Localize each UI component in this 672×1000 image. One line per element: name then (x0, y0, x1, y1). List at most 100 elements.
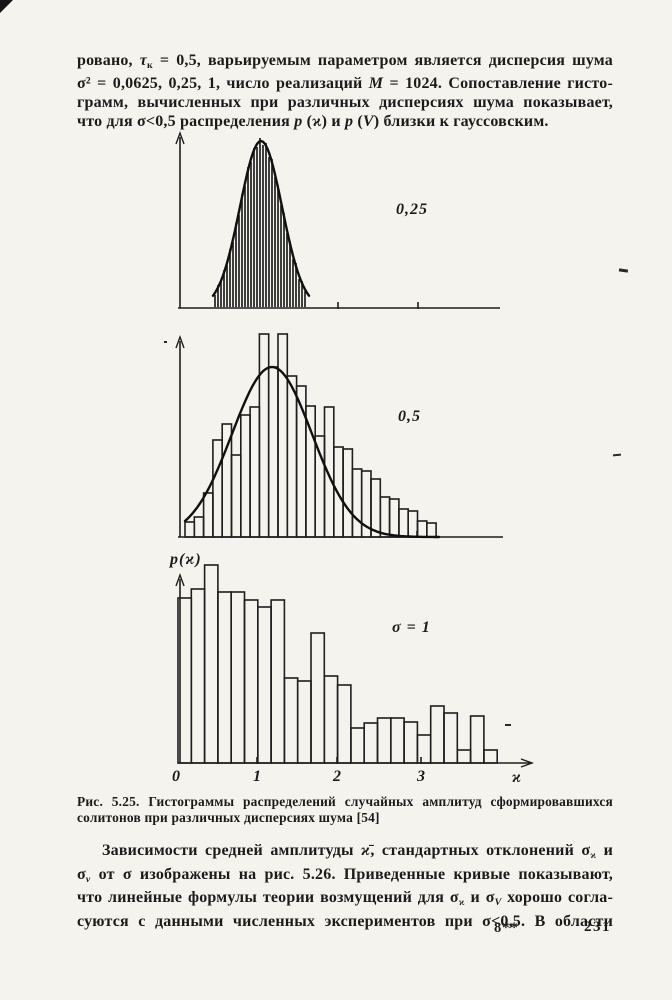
text-segment: σ (77, 865, 86, 883)
histogram-bar (258, 333, 270, 538)
histogram-panel-2: 0,5 (175, 333, 503, 539)
text-segment: V (362, 112, 374, 130)
text-line: суются с данными численных экспериментов… (77, 913, 613, 932)
histogram-bar (305, 405, 316, 538)
histogram-bar (323, 406, 335, 538)
histogram-bar (425, 522, 437, 538)
histogram-bar (376, 717, 392, 764)
text-segment: p (294, 112, 303, 130)
top-paragraph: ровано, τк = 0,5, варьируемым параметром… (77, 52, 613, 131)
histogram-bar (456, 749, 472, 764)
text-segment: Зависимости средней амплитуды (102, 842, 362, 859)
histogram-bar (212, 439, 223, 538)
histogram-bar (296, 680, 312, 764)
text-line: Зависимости средней амплитуды ϰ̄, станда… (77, 842, 613, 866)
text-segment: что линейные формулы теории возмущений д… (77, 889, 450, 907)
histogram-bar (310, 632, 326, 764)
x-axis-label: ϰ (512, 769, 521, 786)
text-segment: v (85, 873, 91, 885)
gaussian-curve (211, 139, 311, 297)
histogram-bar (202, 492, 214, 538)
text-segment: ϰ (458, 896, 465, 908)
histogram-bar (243, 599, 259, 764)
variance-label: 0,25 (396, 201, 428, 218)
text-segment: , стандартных отклонений (370, 842, 582, 859)
histogram-bar (184, 521, 196, 538)
histogram-bar (443, 712, 459, 764)
text-line: ровано, τк = 0,5, варьируемым параметром… (77, 52, 613, 75)
histogram-bar (388, 498, 400, 538)
text-segment: и (596, 842, 614, 859)
text-segment: грамм, вычисленных при различных дисперс… (77, 93, 613, 111)
histogram-bar (469, 715, 485, 764)
scan-artifact (0, 0, 13, 13)
figure-caption: Рис. 5.25. Гистограммы распределений слу… (77, 794, 613, 827)
text-line: σv от σ изображены на рис. 5.26. Приведе… (77, 866, 613, 890)
x-tick-label: 0 (172, 768, 180, 785)
histogram-bar (370, 478, 382, 538)
histogram-bar (267, 366, 279, 538)
text-segment: от σ изображены на рис. 5.26. Приведенны… (90, 865, 613, 883)
text-segment: = 1024. Сопоставление гисто- (383, 75, 613, 93)
text-segment: ϰ (590, 849, 597, 861)
signature-mark: 8** (494, 920, 519, 936)
page-number: 231 (584, 919, 611, 935)
histogram-bar (230, 454, 242, 538)
histogram-bar (249, 406, 261, 538)
caption-line: Рис. 5.25. Гистограммы распределений слу… (77, 794, 613, 810)
histogram-bar (193, 516, 205, 538)
text-segment: Рис. 5.25. Гистограммы распределений слу… (77, 794, 613, 809)
text-segment: ϰ̄ (361, 842, 371, 859)
gaussian-curve (183, 365, 441, 539)
histogram-bar (363, 722, 379, 764)
y-axis-arrow (175, 334, 185, 349)
histogram-bar (342, 448, 354, 538)
text-segment: (ϰ) и (302, 112, 345, 130)
text-segment: M (368, 75, 384, 93)
text-line: σ² = 0,0625, 0,25, 1, число реализаций M… (77, 75, 613, 94)
histogram-bar (407, 510, 419, 538)
text-line: что для σ<0,5 распределения p (ϰ) и p (V… (77, 113, 613, 132)
text-segment: солитонов при различных дисперсиях шума … (77, 810, 380, 826)
text-segment: σ (581, 842, 591, 859)
text-segment: к (147, 59, 153, 71)
text-segment: τ (139, 52, 148, 69)
text-segment: ( (353, 112, 363, 130)
x-tick-label: 1 (253, 768, 261, 785)
histogram-bar (398, 508, 409, 538)
histogram-bar (403, 721, 419, 764)
histogram-bar (483, 749, 498, 764)
text-segment: σ (449, 889, 459, 907)
y-axis-label: p(ϰ) (168, 551, 202, 568)
caption-line: солитонов при различных дисперсиях шума … (77, 810, 613, 826)
text-segment: и (464, 889, 486, 907)
text-segment: что для σ<0,5 распределения (77, 112, 295, 130)
histogram-panel-1: 0,25 (175, 130, 500, 309)
bottom-paragraph: Зависимости средней амплитуды ϰ̄, станда… (77, 842, 613, 931)
text-segment: ) близки к гауссовским. (373, 112, 549, 130)
histogram-bar (389, 717, 405, 764)
histogram-bar (416, 520, 428, 538)
histogram-bar (230, 591, 246, 764)
histogram-bar (286, 375, 298, 538)
y-axis-arrow (175, 130, 185, 145)
text-segment: V (494, 896, 502, 908)
text-segment: ровано, (77, 52, 140, 69)
variance-label: σ = 1 (392, 619, 431, 636)
histogram-bar (350, 727, 365, 764)
histogram-bar (217, 591, 232, 764)
histogram-bar (323, 675, 339, 764)
histogram-bar (416, 734, 432, 764)
y-axis-arrow (175, 572, 185, 587)
histogram-panel-3: 0 1 2 3 σ = 1 p(ϰ) ϰ (168, 551, 535, 786)
x-tick-label: 3 (416, 768, 425, 785)
histogram-bar (351, 468, 363, 538)
text-segment: = 0,5, варьируемым параметром является д… (152, 52, 614, 69)
histogram-bar (379, 496, 391, 538)
histogram-bar (256, 606, 272, 764)
histogram-bar (190, 588, 206, 764)
scan-artifact (164, 341, 167, 343)
histogram-bar (240, 414, 251, 538)
